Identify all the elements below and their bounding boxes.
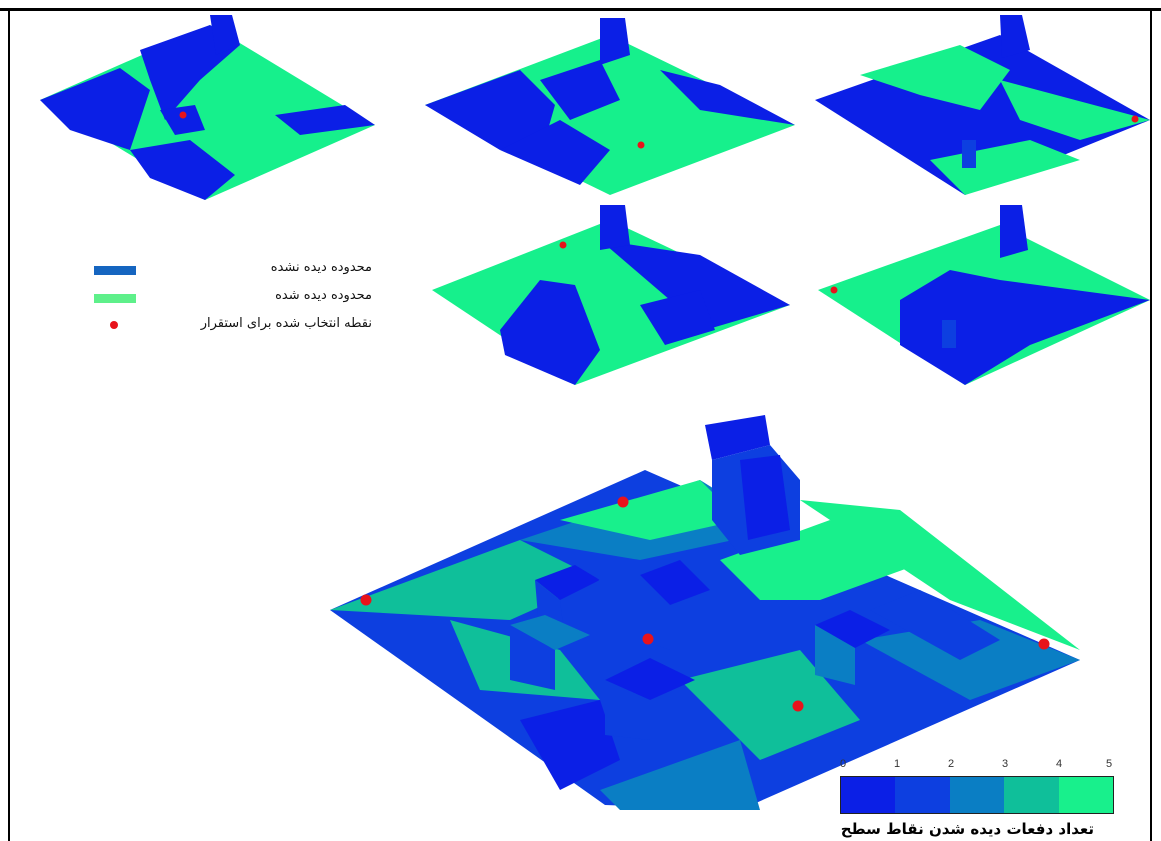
frame-top-line <box>0 8 1161 11</box>
legend-label-unseen: محدوده دیده نشده <box>270 260 372 275</box>
frame-right-line <box>1150 8 1152 841</box>
color-scale-bar <box>840 776 1114 814</box>
legend-item-point: نقطه انتخاب شده برای استقرار <box>90 314 390 342</box>
viewshed-map-1 <box>40 15 375 200</box>
scale-segment-0-1 <box>841 777 896 813</box>
color-scale: 0 1 2 3 4 5 تعداد دفعات دیده شدن نقاط سط… <box>840 758 1114 838</box>
color-scale-ticks: 0 1 2 3 4 5 <box>840 758 1114 776</box>
legend-label-seen: محدوده دیده شده <box>275 288 372 303</box>
scale-tick-1: 1 <box>894 758 901 770</box>
viewshed-map-2 <box>425 18 795 195</box>
scale-tick-2: 2 <box>948 758 955 770</box>
legend-point-marker <box>110 321 118 329</box>
viewshed-map-5 <box>818 205 1150 385</box>
viewshed-map-4 <box>432 205 790 385</box>
cumulative-viewshed-map <box>330 415 1080 810</box>
scale-tick-5: 5 <box>1106 758 1113 770</box>
frame-left-line <box>8 8 10 841</box>
legend-item-unseen: محدوده دیده نشده <box>90 258 390 286</box>
legend-swatch-unseen <box>94 266 136 275</box>
scale-tick-0: 0 <box>840 758 847 770</box>
legend-item-seen: محدوده دیده شده <box>90 286 390 314</box>
scale-segment-1-2 <box>895 777 950 813</box>
scale-segment-3-4 <box>1004 777 1059 813</box>
scale-segment-2-3 <box>949 777 1005 813</box>
scale-segment-4-5 <box>1058 777 1114 813</box>
color-scale-title: تعداد دفعات دیده شدن نقاط سطح <box>840 820 1094 838</box>
scale-tick-3: 3 <box>1002 758 1009 770</box>
legend-swatch-seen <box>94 294 136 303</box>
scale-tick-4: 4 <box>1056 758 1063 770</box>
legend-label-point: نقطه انتخاب شده برای استقرار <box>200 316 372 331</box>
legend: محدوده دیده نشده محدوده دیده شده نقطه ان… <box>90 258 390 342</box>
viewshed-map-3 <box>815 15 1150 195</box>
